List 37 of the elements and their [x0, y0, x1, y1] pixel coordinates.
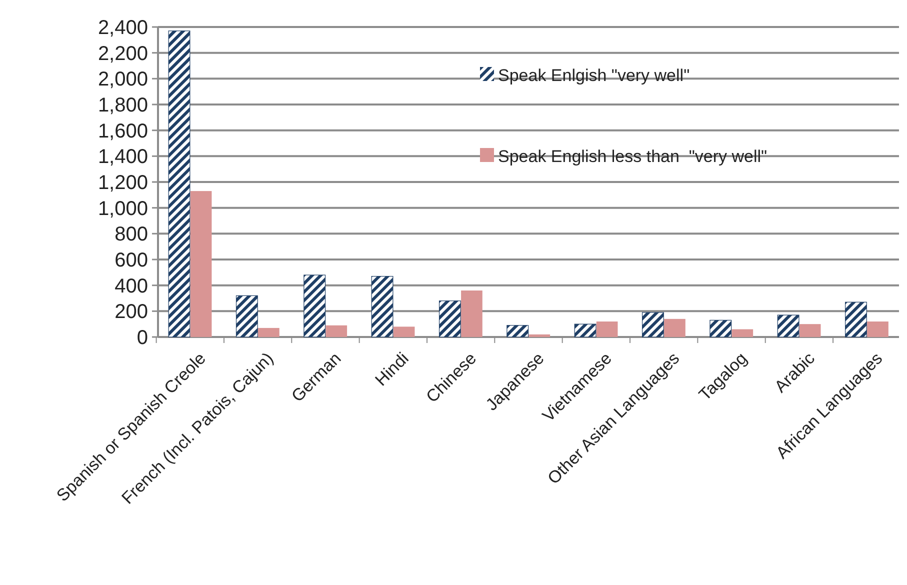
- bar: [799, 324, 821, 337]
- y-tick-label: 1,800: [98, 94, 148, 116]
- legend-label: Speak English less than "very well": [498, 146, 768, 166]
- bar: [326, 325, 348, 337]
- y-tick-label: 400: [114, 275, 148, 298]
- bar: [867, 322, 888, 337]
- y-tick-label: 600: [114, 250, 148, 272]
- y-tick-label: 0: [136, 327, 148, 349]
- legend-label: Speak Enlgish "very well": [498, 66, 690, 85]
- bar: [642, 312, 664, 338]
- bar: [304, 274, 326, 338]
- y-tick-label: 800: [114, 224, 148, 246]
- bar: [461, 290, 482, 337]
- bar: [777, 314, 800, 338]
- bar: [664, 318, 686, 337]
- bar: [236, 295, 258, 338]
- y-tick-label: 1,600: [98, 120, 148, 142]
- bar: [190, 191, 212, 337]
- bar: [710, 320, 732, 338]
- bar: [168, 30, 190, 338]
- bar: [393, 326, 415, 337]
- bar: [528, 334, 550, 337]
- bar: [506, 325, 529, 338]
- y-tick-label: 2,000: [98, 68, 148, 91]
- y-tick-label: 1,200: [98, 172, 148, 194]
- y-tick-label: 2,200: [98, 42, 148, 65]
- bar: [845, 302, 867, 338]
- bar: [574, 324, 596, 338]
- y-tick-label: 200: [114, 301, 148, 324]
- bar: [258, 328, 280, 337]
- y-tick-label: 2,400: [98, 17, 148, 39]
- bar: [371, 276, 394, 338]
- bar: [438, 300, 461, 338]
- y-tick-label: 1,000: [98, 198, 148, 220]
- bar: [732, 329, 754, 337]
- y-tick-label: 1,400: [98, 146, 148, 168]
- bar: [596, 322, 618, 337]
